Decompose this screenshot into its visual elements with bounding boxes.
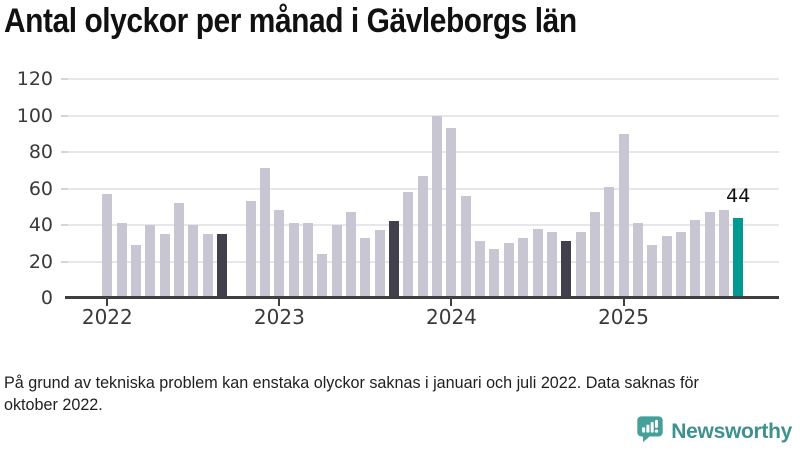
bar (217, 234, 228, 298)
bar (575, 232, 586, 298)
bar (518, 237, 529, 298)
bar (489, 248, 500, 298)
bar (389, 221, 400, 298)
bar (288, 223, 299, 298)
bar (632, 223, 643, 298)
chart-title: Antal olyckor per månad i Gävleborgs län (4, 2, 577, 40)
y-axis-tick-label: 120 (16, 68, 53, 90)
y-axis-tick-label: 40 (28, 214, 53, 236)
y-axis-tick (61, 114, 68, 117)
plot-area (68, 78, 779, 298)
bar (174, 203, 184, 298)
newsworthy-logo: Newsworthy (636, 415, 792, 448)
bar (532, 228, 543, 298)
bar (503, 243, 514, 298)
bar-value-label: 44 (726, 185, 751, 207)
bar (675, 232, 686, 298)
bar (718, 210, 729, 298)
gridline (68, 114, 779, 117)
x-axis-year-label: 2025 (598, 305, 649, 329)
y-axis-tick (61, 260, 68, 263)
bar (188, 225, 199, 298)
bar (159, 234, 170, 298)
x-axis-tick (106, 299, 109, 306)
x-axis-year-label: 2023 (253, 305, 305, 329)
bar (446, 128, 457, 298)
y-axis-tick (61, 78, 68, 80)
bar (618, 133, 629, 298)
bar (546, 232, 557, 298)
y-axis: 0 20 40 60 80 100 120 (0, 68, 53, 309)
y-axis-tick-label: 60 (28, 177, 53, 200)
bar (374, 230, 385, 298)
bar (130, 245, 141, 298)
bar (647, 245, 658, 298)
y-axis-tick (61, 187, 68, 190)
bar (690, 219, 701, 298)
bar (303, 223, 314, 298)
bar (475, 241, 486, 298)
footnote: På grund av tekniska problem kan enstaka… (4, 372, 794, 417)
bar (661, 235, 672, 298)
bar (102, 193, 113, 298)
y-axis-tick-label: 0 (40, 287, 53, 309)
y-axis-tick-label: 80 (28, 141, 53, 163)
bar (704, 212, 715, 298)
x-axis-year-label: 2022 (81, 305, 133, 329)
bar (331, 225, 342, 298)
y-axis-tick-label: 100 (16, 104, 53, 127)
bar (403, 192, 414, 298)
bar (460, 195, 471, 298)
x-axis-tick (622, 299, 625, 306)
footnote-line: På grund av tekniska problem kan enstaka… (4, 373, 699, 392)
x-axis-line (65, 296, 779, 299)
bar (417, 175, 428, 298)
y-axis-tick-label: 20 (28, 250, 53, 273)
x-axis-year-label: 2024 (426, 305, 477, 329)
x-axis-tick (450, 299, 453, 306)
bar (589, 212, 600, 298)
bar (317, 254, 328, 298)
bar (604, 186, 615, 298)
bar (561, 241, 572, 298)
newsworthy-wordmark: Newsworthy (671, 419, 792, 443)
bar (733, 217, 744, 298)
bar (116, 223, 127, 298)
bar (432, 115, 443, 298)
bar (274, 210, 285, 298)
bar (260, 168, 271, 298)
bar (202, 234, 213, 298)
footnote-line: oktober 2022. (4, 395, 103, 415)
bar (245, 201, 256, 298)
x-axis-tick (278, 299, 281, 306)
y-axis-tick (61, 224, 68, 226)
bar (145, 225, 156, 298)
y-axis-tick (61, 151, 68, 153)
gridline (68, 78, 779, 80)
gridline (68, 151, 779, 153)
newsworthy-logo-icon (636, 415, 664, 448)
bar (346, 212, 357, 298)
bar (360, 237, 371, 298)
